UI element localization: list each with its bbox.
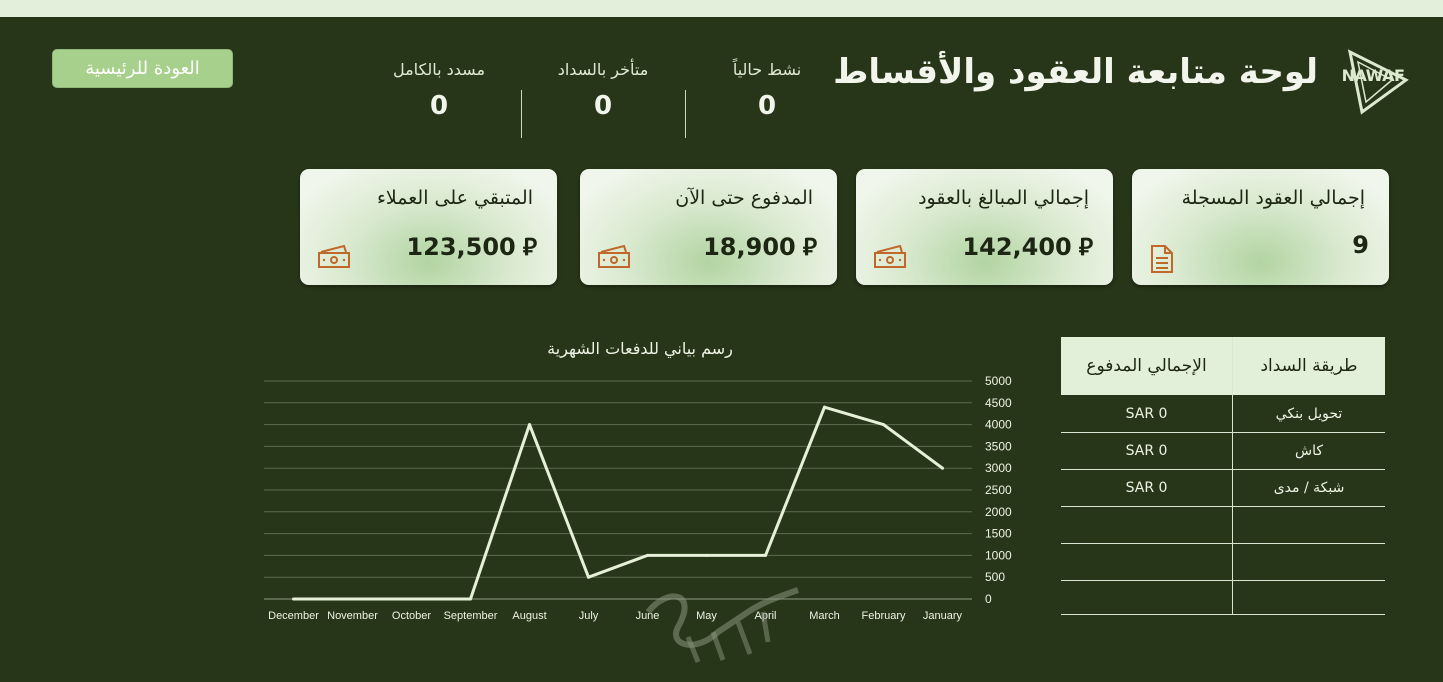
x-tick-label: March bbox=[809, 610, 840, 622]
table-cell-method: شبكة / مدى bbox=[1273, 480, 1345, 496]
series-line bbox=[293, 405, 944, 601]
data-point bbox=[882, 423, 885, 427]
riyal-symbol: ⃁ bbox=[522, 233, 537, 261]
table-cell-amount: SAR 0 bbox=[1125, 443, 1168, 459]
status-value: 0 bbox=[429, 91, 449, 121]
back-home-button[interactable]: العودة للرئيسية bbox=[52, 49, 233, 88]
page-title: لوحة متابعة العقود والأقساط bbox=[833, 52, 1318, 92]
data-point bbox=[469, 597, 472, 601]
table-cell-amount bbox=[1061, 507, 1232, 543]
table-header-method: طريقة السداد bbox=[1233, 337, 1385, 395]
x-tick-label: December bbox=[268, 610, 319, 622]
data-point bbox=[941, 466, 944, 470]
x-tick-label: May bbox=[696, 610, 717, 622]
y-tick-label: 3000 bbox=[985, 461, 1012, 475]
x-tick-label: July bbox=[579, 610, 599, 622]
table-row-line bbox=[1061, 506, 1385, 507]
x-tick-label: February bbox=[861, 610, 906, 622]
table-row-line bbox=[1061, 543, 1385, 544]
x-tick-label: August bbox=[512, 610, 546, 622]
table-cell-method bbox=[1233, 544, 1385, 580]
data-point bbox=[292, 597, 295, 601]
status-paid-full: مسدد بالكامل 0 bbox=[364, 60, 514, 121]
logo-text: NAWAF bbox=[1341, 66, 1405, 85]
status-value: 0 bbox=[593, 91, 613, 121]
card-total-contracts: إجمالي العقود المسجلة 9 bbox=[1132, 169, 1389, 285]
y-tick-label: 5000 bbox=[985, 374, 1012, 388]
status-label: مسدد بالكامل bbox=[392, 60, 486, 79]
table-cell-amount: SAR 0 bbox=[1125, 480, 1168, 496]
card-title: المتبقي على العملاء bbox=[377, 187, 533, 209]
document-icon bbox=[1150, 245, 1174, 277]
divider bbox=[685, 90, 686, 138]
x-tick-label: October bbox=[392, 610, 431, 622]
chart-title: رسم بياني للدفعات الشهرية bbox=[547, 339, 733, 358]
table-cell-method: تحويل بنكي bbox=[1275, 406, 1343, 422]
card-value-row: 123,500 ⃁ bbox=[406, 231, 537, 262]
status-active: نشط حالياً 0 bbox=[692, 60, 842, 121]
top-strip bbox=[0, 0, 1443, 17]
y-tick-label: 2500 bbox=[985, 483, 1012, 497]
card-value-row: 142,400 ⃁ bbox=[962, 231, 1093, 262]
status-label: متأخر بالسداد bbox=[557, 60, 649, 79]
data-point bbox=[351, 597, 354, 601]
card-value: 142,400 bbox=[962, 233, 1072, 261]
data-point bbox=[646, 553, 649, 557]
y-tick-label: 1000 bbox=[985, 548, 1012, 562]
money-icon bbox=[598, 244, 630, 273]
table-cell-method bbox=[1233, 507, 1385, 543]
data-point bbox=[587, 575, 590, 579]
x-tick-label: November bbox=[327, 610, 378, 622]
table-cell-method bbox=[1233, 581, 1385, 617]
riyal-symbol: ⃁ bbox=[1078, 233, 1093, 261]
money-icon bbox=[874, 244, 906, 273]
watermark-logo bbox=[638, 582, 808, 676]
table-row-line bbox=[1061, 432, 1385, 433]
data-point bbox=[410, 597, 413, 601]
y-tick-label: 1500 bbox=[985, 527, 1012, 541]
y-tick-label: 0 bbox=[985, 592, 992, 606]
status-value: 0 bbox=[757, 91, 777, 121]
table-divider bbox=[1232, 337, 1233, 615]
table-header-amount: الإجمالي المدفوع bbox=[1061, 337, 1232, 395]
data-point bbox=[823, 405, 826, 409]
x-tick-label: January bbox=[923, 610, 963, 622]
status-label: نشط حالياً bbox=[732, 60, 802, 79]
y-tick-label: 4500 bbox=[985, 396, 1012, 410]
table-row-line bbox=[1061, 580, 1385, 581]
table-cell-amount bbox=[1061, 544, 1232, 580]
table-row-line bbox=[1061, 469, 1385, 470]
card-remaining: المتبقي على العملاء 123,500 ⃁ bbox=[300, 169, 557, 285]
y-tick-label: 3500 bbox=[985, 439, 1012, 453]
card-title: إجمالي العقود المسجلة bbox=[1181, 187, 1365, 209]
table-cell-amount bbox=[1061, 581, 1232, 617]
card-value: 123,500 bbox=[406, 233, 516, 261]
table-cell-method: كاش bbox=[1294, 443, 1324, 459]
card-title: المدفوع حتى الآن bbox=[675, 187, 813, 209]
card-value-row: 18,900 ⃁ bbox=[703, 231, 817, 262]
table-row-line bbox=[1061, 614, 1385, 615]
table-cell-amount: SAR 0 bbox=[1125, 406, 1168, 422]
y-tick-label: 2000 bbox=[985, 505, 1012, 519]
divider bbox=[521, 90, 522, 138]
x-tick-label: September bbox=[444, 610, 498, 622]
data-point bbox=[764, 553, 767, 557]
y-tick-label: 4000 bbox=[985, 418, 1012, 432]
data-point bbox=[528, 423, 531, 427]
x-tick-label: June bbox=[636, 610, 660, 622]
status-overdue: متأخر بالسداد 0 bbox=[528, 60, 678, 121]
card-total-amounts: إجمالي المبالغ بالعقود 142,400 ⃁ bbox=[856, 169, 1113, 285]
data-point bbox=[705, 553, 708, 557]
card-paid-so-far: المدفوع حتى الآن 18,900 ⃁ bbox=[580, 169, 837, 285]
card-value: 9 bbox=[1352, 231, 1369, 259]
nawaf-logo: NAWAF bbox=[1336, 46, 1410, 116]
card-value: 18,900 bbox=[703, 233, 796, 261]
money-icon bbox=[318, 244, 350, 273]
riyal-symbol: ⃁ bbox=[802, 233, 817, 261]
y-tick-label: 500 bbox=[985, 570, 1005, 584]
card-title: إجمالي المبالغ بالعقود bbox=[918, 187, 1089, 209]
